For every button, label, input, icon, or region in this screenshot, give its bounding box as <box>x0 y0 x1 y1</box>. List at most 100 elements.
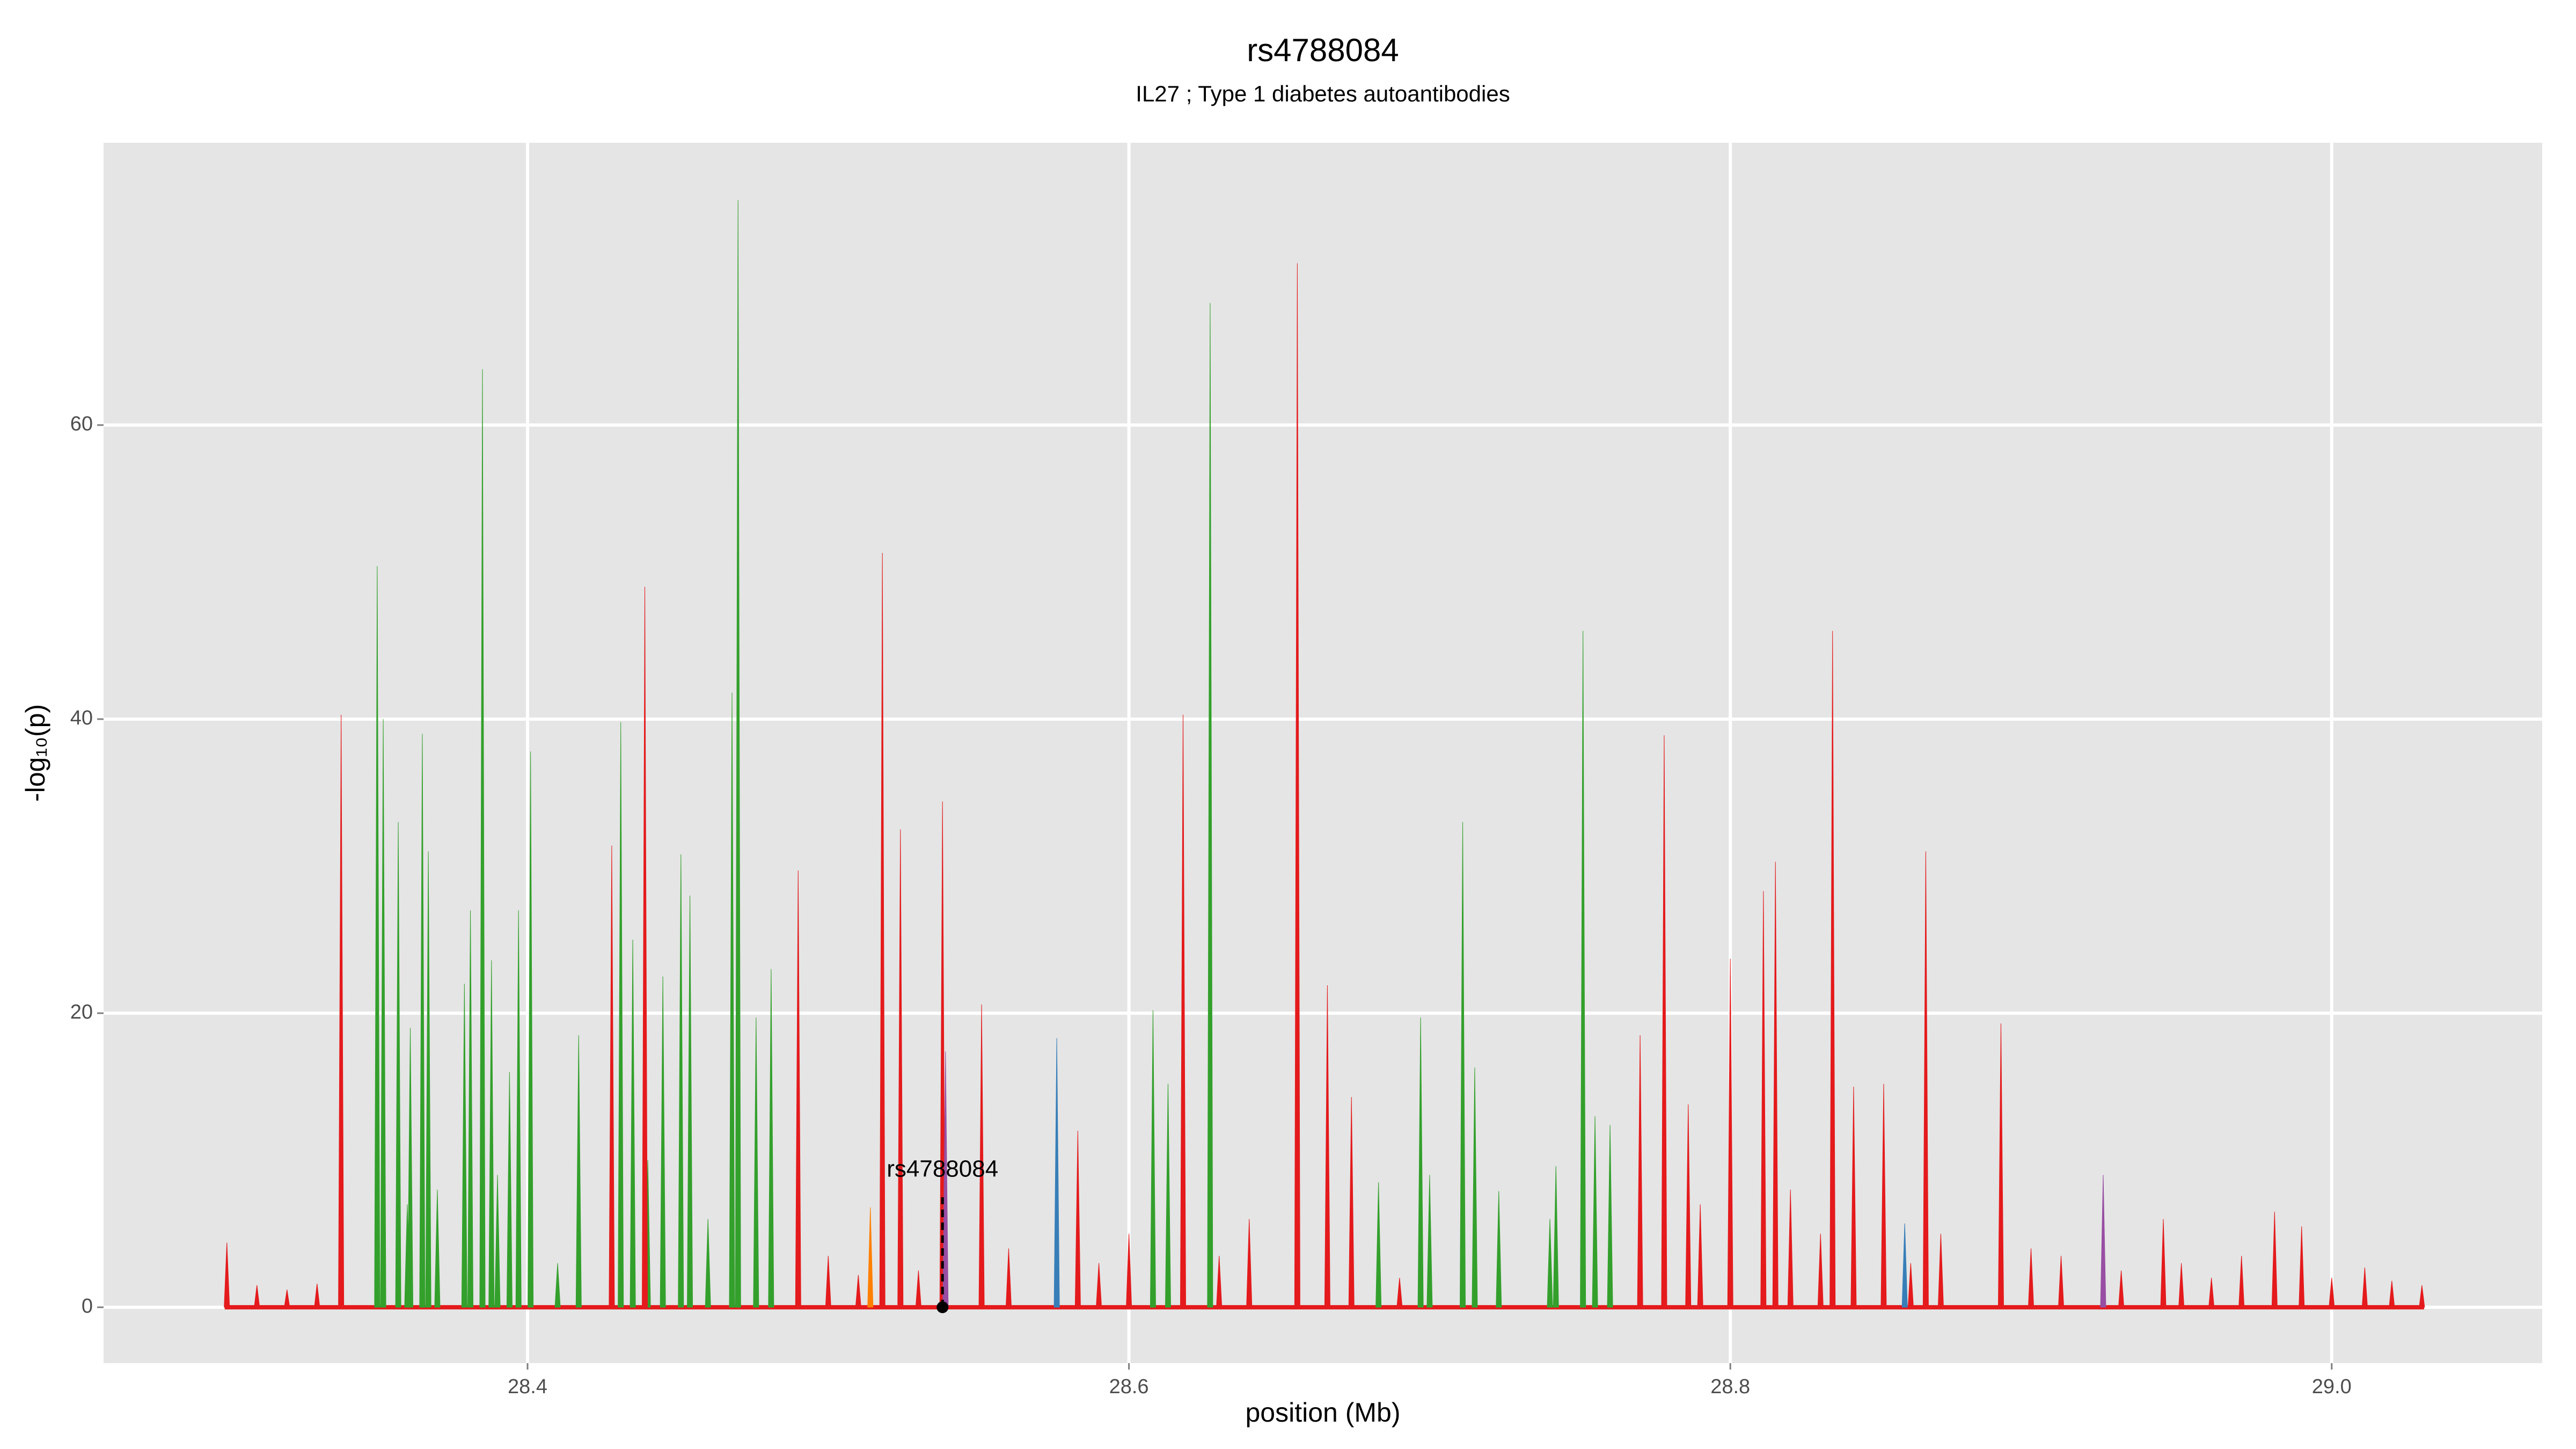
spike <box>1787 1189 1794 1308</box>
spike <box>618 722 624 1308</box>
spike <box>419 734 426 1308</box>
spike <box>1005 1248 1012 1308</box>
spike <box>395 822 401 1308</box>
spike <box>1760 891 1767 1308</box>
spike <box>825 1255 831 1308</box>
spike <box>374 566 380 1308</box>
spike <box>2238 1255 2245 1308</box>
spike <box>855 1275 861 1308</box>
spike <box>1772 861 1779 1308</box>
spike <box>1592 1116 1598 1308</box>
spike <box>1375 1182 1382 1308</box>
spike <box>1180 714 1186 1308</box>
spike <box>575 1035 582 1308</box>
spike <box>1396 1278 1403 1308</box>
spike <box>404 1204 411 1308</box>
spike <box>224 1242 230 1308</box>
spike <box>705 1219 711 1308</box>
spike <box>314 1283 320 1308</box>
spike <box>915 1270 921 1308</box>
y-tick-label: 60 <box>70 413 93 435</box>
spike <box>1637 1035 1643 1308</box>
spike <box>284 1289 290 1308</box>
baseline <box>224 1305 2424 1309</box>
spike <box>2118 1270 2125 1308</box>
spike <box>1053 1038 1060 1308</box>
spike <box>1907 1263 1914 1308</box>
spike <box>687 895 693 1308</box>
spike <box>1685 1104 1692 1308</box>
spike <box>1472 1067 1478 1308</box>
spike <box>1727 958 1733 1308</box>
annotation-label: rs4788084 <box>887 1156 998 1182</box>
spike <box>2389 1280 2395 1308</box>
spike <box>2271 1211 2278 1308</box>
spike <box>506 1072 513 1308</box>
spike <box>1096 1263 1102 1308</box>
y-axis-label: -log₁₀(p) <box>20 704 50 802</box>
y-tick-label: 0 <box>82 1295 93 1318</box>
spike <box>1165 1084 1171 1308</box>
spike <box>1126 1233 1132 1308</box>
spike <box>380 719 386 1308</box>
spike <box>1246 1219 1253 1308</box>
y-tick-label: 20 <box>70 1001 93 1023</box>
spike <box>795 870 801 1308</box>
spike <box>735 1131 741 1308</box>
spike <box>1426 1175 1433 1308</box>
spike <box>2058 1255 2065 1308</box>
spike <box>2100 1175 2106 1308</box>
spike <box>1216 1255 1223 1308</box>
spike <box>1607 1233 1613 1308</box>
spike <box>554 1263 561 1308</box>
chart-title: rs4788084 <box>1247 32 1399 68</box>
spike <box>461 984 467 1308</box>
spike <box>488 960 495 1308</box>
spike <box>1580 631 1586 1308</box>
chart-subtitle: IL27 ; Type 1 diabetes autoantibodies <box>1136 81 1510 106</box>
spike <box>338 714 345 1308</box>
x-tick-label: 29.0 <box>2312 1375 2352 1398</box>
spike <box>2208 1278 2215 1308</box>
spike <box>1922 851 1929 1308</box>
spike <box>642 587 648 1308</box>
spike <box>254 1285 260 1308</box>
spike <box>1880 1084 1887 1308</box>
spike <box>1697 1204 1703 1308</box>
spike <box>978 1004 985 1308</box>
spike <box>494 1175 501 1308</box>
spike <box>1207 303 1213 1308</box>
spike <box>2160 1219 2167 1308</box>
spike <box>2028 1248 2035 1308</box>
x-tick-label: 28.4 <box>508 1375 547 1398</box>
x-axis-label: position (Mb) <box>1246 1397 1401 1428</box>
spike <box>1496 1191 1502 1308</box>
spike <box>1817 1233 1824 1308</box>
spike <box>630 939 636 1308</box>
spike <box>407 1028 414 1308</box>
spike <box>1460 822 1466 1308</box>
spike <box>1850 1086 1857 1308</box>
spike <box>1348 1097 1355 1308</box>
spike <box>753 1018 759 1308</box>
spike <box>1901 1223 1908 1308</box>
spike <box>1294 263 1300 1308</box>
spike <box>729 692 735 1308</box>
spike <box>1937 1233 1944 1308</box>
spike <box>425 851 431 1308</box>
spike <box>1150 1010 1156 1308</box>
spike <box>609 845 615 1308</box>
spike <box>434 1189 441 1308</box>
spike <box>2419 1285 2425 1308</box>
spike <box>879 553 885 1308</box>
spike <box>678 854 684 1308</box>
spike <box>479 369 486 1308</box>
spike <box>1661 735 1667 1308</box>
spike <box>515 910 522 1308</box>
spike <box>2178 1263 2185 1308</box>
spike <box>1997 1023 2004 1308</box>
spike <box>1417 1018 1424 1308</box>
y-tick-label: 40 <box>70 707 93 729</box>
annotation-point <box>936 1301 949 1313</box>
